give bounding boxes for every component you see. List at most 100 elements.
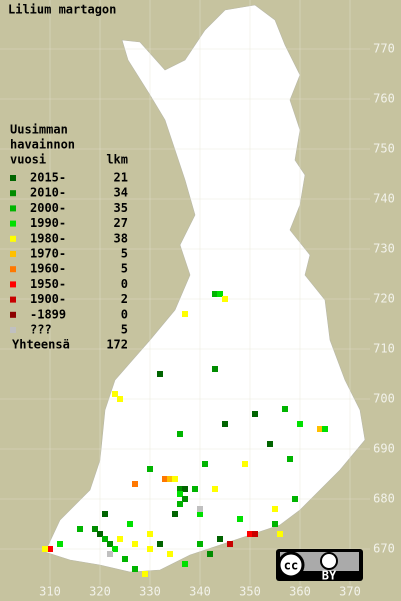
- cc-text: cc: [284, 559, 298, 573]
- legend-count: 38: [114, 231, 128, 245]
- observation: [92, 526, 98, 532]
- observation: [107, 541, 113, 547]
- legend-swatch: [10, 220, 16, 227]
- observation: [177, 431, 183, 437]
- legend-swatch: [10, 311, 16, 318]
- observation: [167, 551, 173, 557]
- x-tick-label: 360: [289, 585, 311, 599]
- observation: [177, 491, 183, 497]
- legend-count: 5: [121, 247, 128, 261]
- license-badge: cc BY: [276, 549, 363, 583]
- legend-swatch: [10, 327, 16, 333]
- observation: [172, 511, 178, 517]
- legend-label: 1950-: [30, 277, 66, 291]
- x-tick-label: 310: [39, 585, 61, 599]
- y-tick-label: 680: [373, 492, 395, 506]
- observation: [112, 546, 118, 552]
- legend-swatch: [10, 296, 16, 303]
- legend-count: 34: [114, 186, 128, 200]
- legend-swatch: [10, 281, 16, 288]
- legend-label: ???: [30, 323, 52, 337]
- observation: [157, 541, 163, 547]
- legend-heading: vuosi: [10, 153, 46, 167]
- y-tick-label: 730: [373, 242, 395, 256]
- observation: [212, 486, 218, 492]
- x-tick-label: 340: [189, 585, 211, 599]
- total-label: Yhteensä: [12, 338, 70, 352]
- legend-label: 1980-: [30, 231, 66, 245]
- legend-count: 27: [114, 216, 128, 230]
- observation: [182, 561, 188, 567]
- observation: [297, 421, 303, 427]
- observation: [267, 441, 273, 447]
- legend-swatch: [10, 235, 16, 242]
- observation: [147, 546, 153, 552]
- by-icon: [320, 552, 338, 570]
- observation: [197, 506, 203, 512]
- legend-heading: havainnon: [10, 138, 75, 152]
- total-count: 172: [106, 338, 128, 352]
- observation: [212, 366, 218, 372]
- y-tick-label: 770: [373, 42, 395, 56]
- observation: [42, 546, 48, 552]
- legend-label: 1970-: [30, 247, 66, 261]
- legend-label: 2015-: [30, 171, 66, 185]
- legend-count: 0: [121, 307, 128, 321]
- observation: [147, 531, 153, 537]
- x-tick-label: 370: [339, 585, 361, 599]
- x-tick-label: 350: [239, 585, 261, 599]
- legend-label: 1990-: [30, 216, 66, 230]
- y-tick-label: 690: [373, 442, 395, 456]
- y-tick-label: 750: [373, 142, 395, 156]
- observation: [217, 536, 223, 542]
- observation: [57, 541, 63, 547]
- observation: [272, 506, 278, 512]
- observation: [177, 501, 183, 507]
- legend-label: -1899: [30, 307, 66, 321]
- observation: [107, 551, 113, 557]
- x-tick-label: 320: [89, 585, 111, 599]
- observation: [122, 556, 128, 562]
- observation: [97, 531, 103, 537]
- observation: [207, 551, 213, 557]
- observation: [237, 516, 243, 522]
- observation: [252, 531, 258, 537]
- observation: [117, 536, 123, 542]
- observation: [292, 496, 298, 502]
- observation: [157, 371, 163, 377]
- observation: [242, 461, 248, 467]
- y-tick-label: 760: [373, 92, 395, 106]
- legend-count: 35: [114, 201, 128, 215]
- y-tick-label: 720: [373, 292, 395, 306]
- observation: [142, 571, 148, 577]
- observation: [127, 521, 133, 527]
- legend-label: 2010-: [30, 186, 66, 200]
- observation: [282, 406, 288, 412]
- legend-count: 2: [121, 292, 128, 306]
- title: Lilium martagon: [8, 3, 116, 17]
- legend-label: 1960-: [30, 262, 66, 276]
- observation: [222, 296, 228, 302]
- observation: [132, 566, 138, 572]
- y-tick-label: 700: [373, 392, 395, 406]
- observation: [202, 461, 208, 467]
- observations: [42, 291, 328, 577]
- legend-swatch: [10, 175, 16, 181]
- observation: [102, 536, 108, 542]
- observation: [182, 496, 188, 502]
- legend-count: 0: [121, 277, 128, 291]
- observation: [147, 466, 153, 472]
- y-tick-label: 670: [373, 542, 395, 556]
- observation: [227, 541, 233, 547]
- observation: [212, 291, 218, 297]
- observation: [197, 541, 203, 547]
- cc-circle: [277, 551, 305, 579]
- observation: [177, 486, 183, 492]
- observation: [222, 421, 228, 427]
- legend-count: 5: [121, 262, 128, 276]
- finland: [44, 4, 366, 573]
- y-tick-label: 740: [373, 192, 395, 206]
- y-tick-label: 710: [373, 342, 395, 356]
- observation: [117, 396, 123, 402]
- observation: [197, 511, 203, 517]
